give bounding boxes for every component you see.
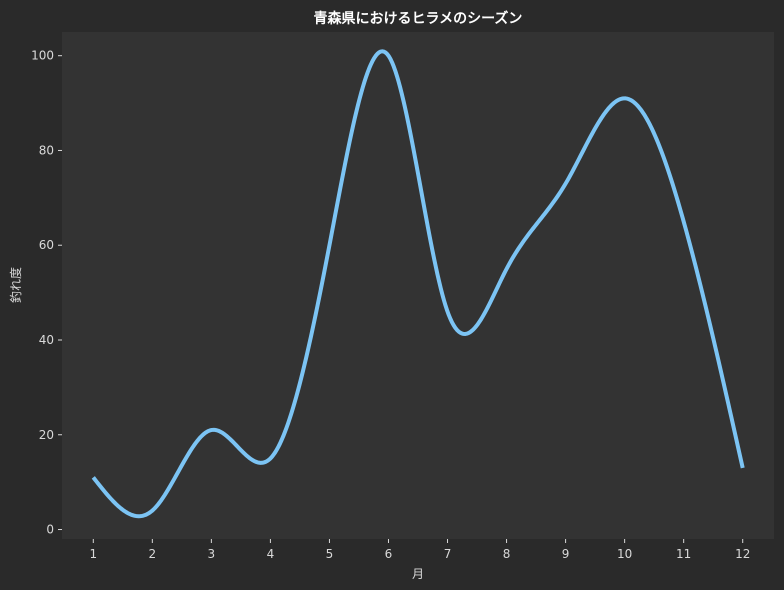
x-tick-label: 9 <box>562 547 570 561</box>
y-axis-label: 釣れ度 <box>8 267 23 303</box>
y-tick-label: 100 <box>31 49 54 63</box>
x-tick-label: 2 <box>149 547 157 561</box>
x-tick-label: 5 <box>326 547 334 561</box>
x-axis-label: 月 <box>412 567 424 581</box>
y-tick-label: 80 <box>39 143 54 157</box>
x-tick-label: 11 <box>676 547 691 561</box>
chart-title: 青森県におけるヒラメのシーズン <box>314 10 523 27</box>
x-tick-label: 7 <box>444 547 452 561</box>
x-tick-label: 10 <box>617 547 632 561</box>
y-tick-label: 40 <box>39 333 54 347</box>
y-tick-label: 20 <box>39 428 54 442</box>
series-line <box>91 49 745 519</box>
x-tick-label: 8 <box>503 547 511 561</box>
y-axis: 0 20 40 60 80 100 <box>31 49 62 537</box>
x-tick-label: 1 <box>89 547 97 561</box>
x-tick-label: 12 <box>735 547 750 561</box>
x-tick-label: 3 <box>208 547 216 561</box>
x-axis: 1 2 3 4 5 6 7 8 9 10 11 12 <box>89 539 750 561</box>
x-tick-label: 4 <box>267 547 275 561</box>
series-layer <box>91 49 745 519</box>
y-tick-label: 60 <box>39 238 54 252</box>
plot-area <box>62 32 774 539</box>
y-tick-label: 0 <box>46 523 54 537</box>
x-tick-label: 6 <box>385 547 393 561</box>
